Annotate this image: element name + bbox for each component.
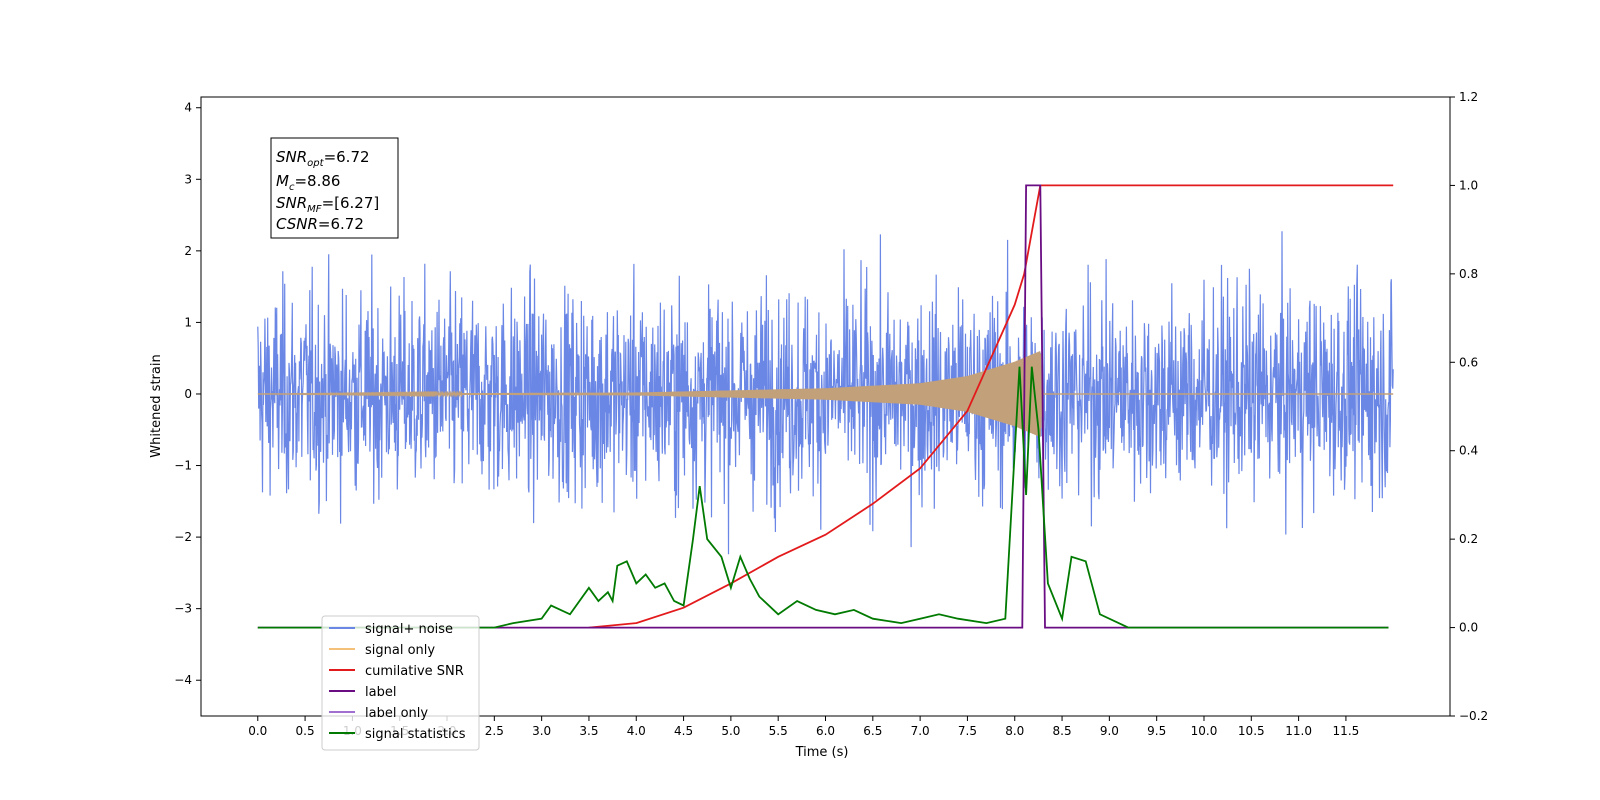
- x-tick-label: 5.5: [769, 724, 788, 738]
- x-tick-label: 8.0: [1005, 724, 1024, 738]
- x-tick-label: 3.0: [532, 724, 551, 738]
- x-tick-label: 10.0: [1191, 724, 1218, 738]
- annotation-mc: Mc=8.86: [276, 172, 340, 193]
- y-left-tick-label: −1: [174, 459, 192, 473]
- series-signal-statistics: [257, 366, 1389, 629]
- y-right-tick-label: 1.2: [1459, 90, 1478, 104]
- y-right-tick-label: 1.0: [1459, 178, 1478, 192]
- x-tick-label: 11.5: [1333, 724, 1360, 738]
- legend-label: signal+ noise: [365, 622, 453, 637]
- y-right-tick-label: 0.4: [1459, 444, 1478, 458]
- y-left-tick-label: 0: [184, 387, 192, 401]
- x-tick-label: 2.5: [485, 724, 504, 738]
- x-tick-label: 0.5: [296, 724, 315, 738]
- stats-annotation-box: SNRopt=6.72 Mc=8.86 SNRMF=[6.27] CSNR=6.…: [270, 137, 399, 239]
- legend-label: signal statistics: [365, 727, 466, 742]
- legend-label: cumilative SNR: [365, 664, 464, 679]
- x-tick-label: 11.0: [1285, 724, 1312, 738]
- x-tick-label: 0.0: [248, 724, 267, 738]
- x-axis-title: Time (s): [795, 745, 849, 760]
- y-right-tick-label: −0.2: [1459, 709, 1488, 723]
- x-tick-label: 7.5: [958, 724, 977, 738]
- legend-label: signal only: [365, 643, 435, 658]
- x-tick-label: 8.5: [1053, 724, 1072, 738]
- y-left-tick-label: −4: [174, 673, 192, 687]
- y-right-tick-label: 0.0: [1459, 621, 1478, 635]
- y-left-tick-label: 2: [184, 244, 192, 258]
- legend: signal+ noise signal only cumilative SNR la…: [321, 615, 480, 751]
- legend-label: label only: [365, 706, 428, 721]
- annotation-snr-mf: SNRMF=[6.27]: [276, 194, 379, 215]
- series-signal-only: [257, 351, 1394, 437]
- x-tick-label: 3.5: [579, 724, 598, 738]
- y-axis-title-left: Whitened strain: [149, 354, 164, 457]
- x-tick-label: 6.0: [816, 724, 835, 738]
- y-right-tick-label: 0.6: [1459, 355, 1478, 369]
- annotation-snr-opt: SNRopt=6.72: [276, 148, 370, 169]
- legend-frame: [321, 615, 480, 751]
- y-left-tick-label: −3: [174, 602, 192, 616]
- y-right-tick-label: 0.2: [1459, 532, 1478, 546]
- series-label: [257, 184, 1389, 629]
- x-tick-label: 5.0: [721, 724, 740, 738]
- x-tick-label: 6.5: [863, 724, 882, 738]
- x-tick-label: 7.0: [911, 724, 930, 738]
- series-signal-noise: [257, 231, 1394, 555]
- x-tick-label: 9.0: [1100, 724, 1119, 738]
- x-tick-label: 10.5: [1238, 724, 1265, 738]
- x-tick-label: 4.5: [674, 724, 693, 738]
- y-left-tick-label: 3: [184, 172, 192, 186]
- y-left-tick-label: 1: [184, 315, 192, 329]
- annotation-csnr: CSNR=6.72: [276, 215, 364, 233]
- x-tick-label: 9.5: [1147, 724, 1166, 738]
- legend-label: label: [365, 685, 396, 700]
- y-left-tick-label: −2: [174, 530, 192, 544]
- y-left-tick-label: 4: [184, 101, 192, 115]
- y-right-tick-label: 0.8: [1459, 267, 1478, 281]
- x-tick-label: 4.0: [627, 724, 646, 738]
- series-cumilative-snr: [588, 184, 1394, 629]
